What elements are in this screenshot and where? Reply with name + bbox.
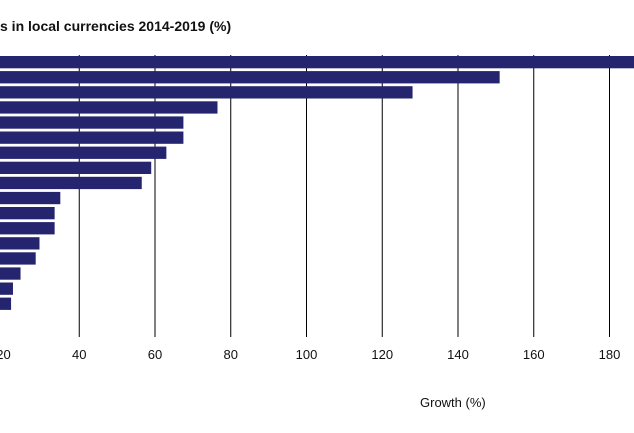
x-tick-label-60: 60 bbox=[148, 347, 162, 362]
bar-2 bbox=[0, 71, 500, 84]
bar-15 bbox=[0, 267, 21, 280]
gridlines bbox=[78, 55, 610, 337]
x-tick-label-80: 80 bbox=[224, 347, 238, 362]
bar-16 bbox=[0, 282, 13, 295]
bar-11 bbox=[0, 207, 55, 220]
x-tick-label-160: 160 bbox=[523, 347, 545, 362]
x-tick-label-120: 120 bbox=[371, 347, 393, 362]
bar-3 bbox=[0, 86, 413, 99]
bar-8 bbox=[0, 161, 152, 174]
bar-13 bbox=[0, 237, 40, 250]
bar-9 bbox=[0, 176, 142, 190]
bar-17 bbox=[0, 297, 12, 310]
bar-5 bbox=[0, 116, 184, 129]
x-tick-labels: 20 40 60 80 100 120 140 160 180 bbox=[0, 347, 620, 362]
x-tick-label-40: 40 bbox=[72, 347, 86, 362]
x-tick-label-100: 100 bbox=[296, 347, 318, 362]
x-tick-label-20: 20 bbox=[0, 347, 11, 362]
x-tick-label-140: 140 bbox=[447, 347, 469, 362]
bar-7 bbox=[0, 146, 167, 159]
bar-4 bbox=[0, 101, 218, 114]
bar-10 bbox=[0, 191, 61, 205]
bar-1 bbox=[0, 56, 634, 69]
bars bbox=[0, 56, 634, 310]
x-axis-label: Growth (%) bbox=[420, 395, 486, 410]
chart-title: s in local currencies 2014-2019 (%) bbox=[0, 18, 232, 34]
bar-6 bbox=[0, 131, 184, 144]
bar-12 bbox=[0, 222, 55, 235]
bar-14 bbox=[0, 252, 36, 265]
x-tick-label-180: 180 bbox=[599, 347, 621, 362]
